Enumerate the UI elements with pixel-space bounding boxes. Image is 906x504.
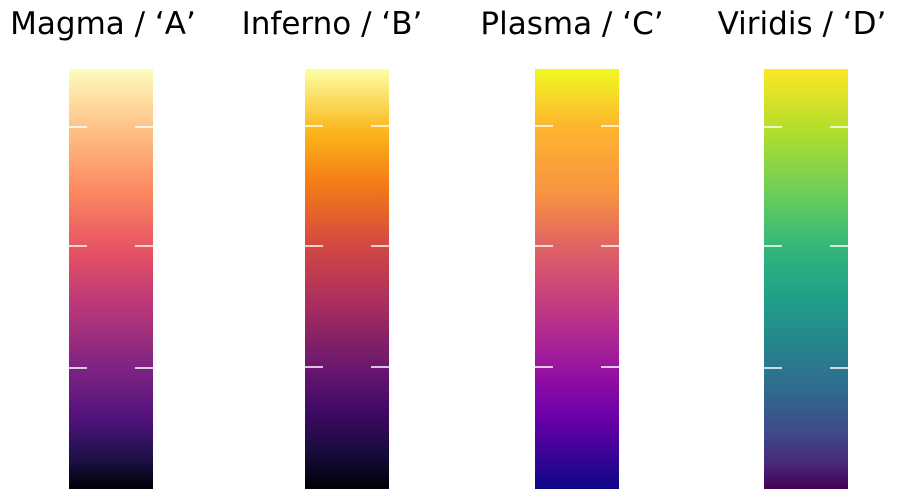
colorbar-viridis [764,69,848,489]
colorbar-tick [305,245,323,247]
palette-viridis: Viridis / ‘D’ [694,0,906,504]
colorbar-tick [371,245,389,247]
palette-title-inferno: Inferno / ‘B’ [241,6,423,42]
colorbar-tick [305,125,323,127]
palette-title-magma: Magma / ‘A’ [10,6,196,42]
colorbar-tick [830,126,848,128]
colorbar-tick [69,126,87,128]
colorbar-tick [830,245,848,247]
colorbar-tick [69,367,87,369]
colorbar-tick [601,245,619,247]
colorbar-tick [135,126,153,128]
palette-magma: Magma / ‘A’ [0,0,220,504]
colorbar-magma [69,69,153,489]
colorbar-tick [305,366,323,368]
colorbar-tick [764,367,782,369]
colorbar-plasma [535,69,619,489]
colorbar-tick [535,366,553,368]
colorbar-tick [135,367,153,369]
palette-inferno: Inferno / ‘B’ [232,0,452,504]
colorbar-tick [764,245,782,247]
palette-title-plasma: Plasma / ‘C’ [480,6,664,42]
colorbar-tick [135,245,153,247]
colorbar-tick [535,125,553,127]
colorbar-tick [371,125,389,127]
colorbar-tick [69,245,87,247]
palette-title-viridis: Viridis / ‘D’ [717,6,887,42]
palette-plasma: Plasma / ‘C’ [464,0,684,504]
colorbar-tick [830,367,848,369]
colorbar-tick [764,126,782,128]
colorbar-tick [601,366,619,368]
colorbar-tick [535,245,553,247]
colorbar-tick [601,125,619,127]
colorbar-inferno [305,69,389,489]
colorbar-tick [371,366,389,368]
